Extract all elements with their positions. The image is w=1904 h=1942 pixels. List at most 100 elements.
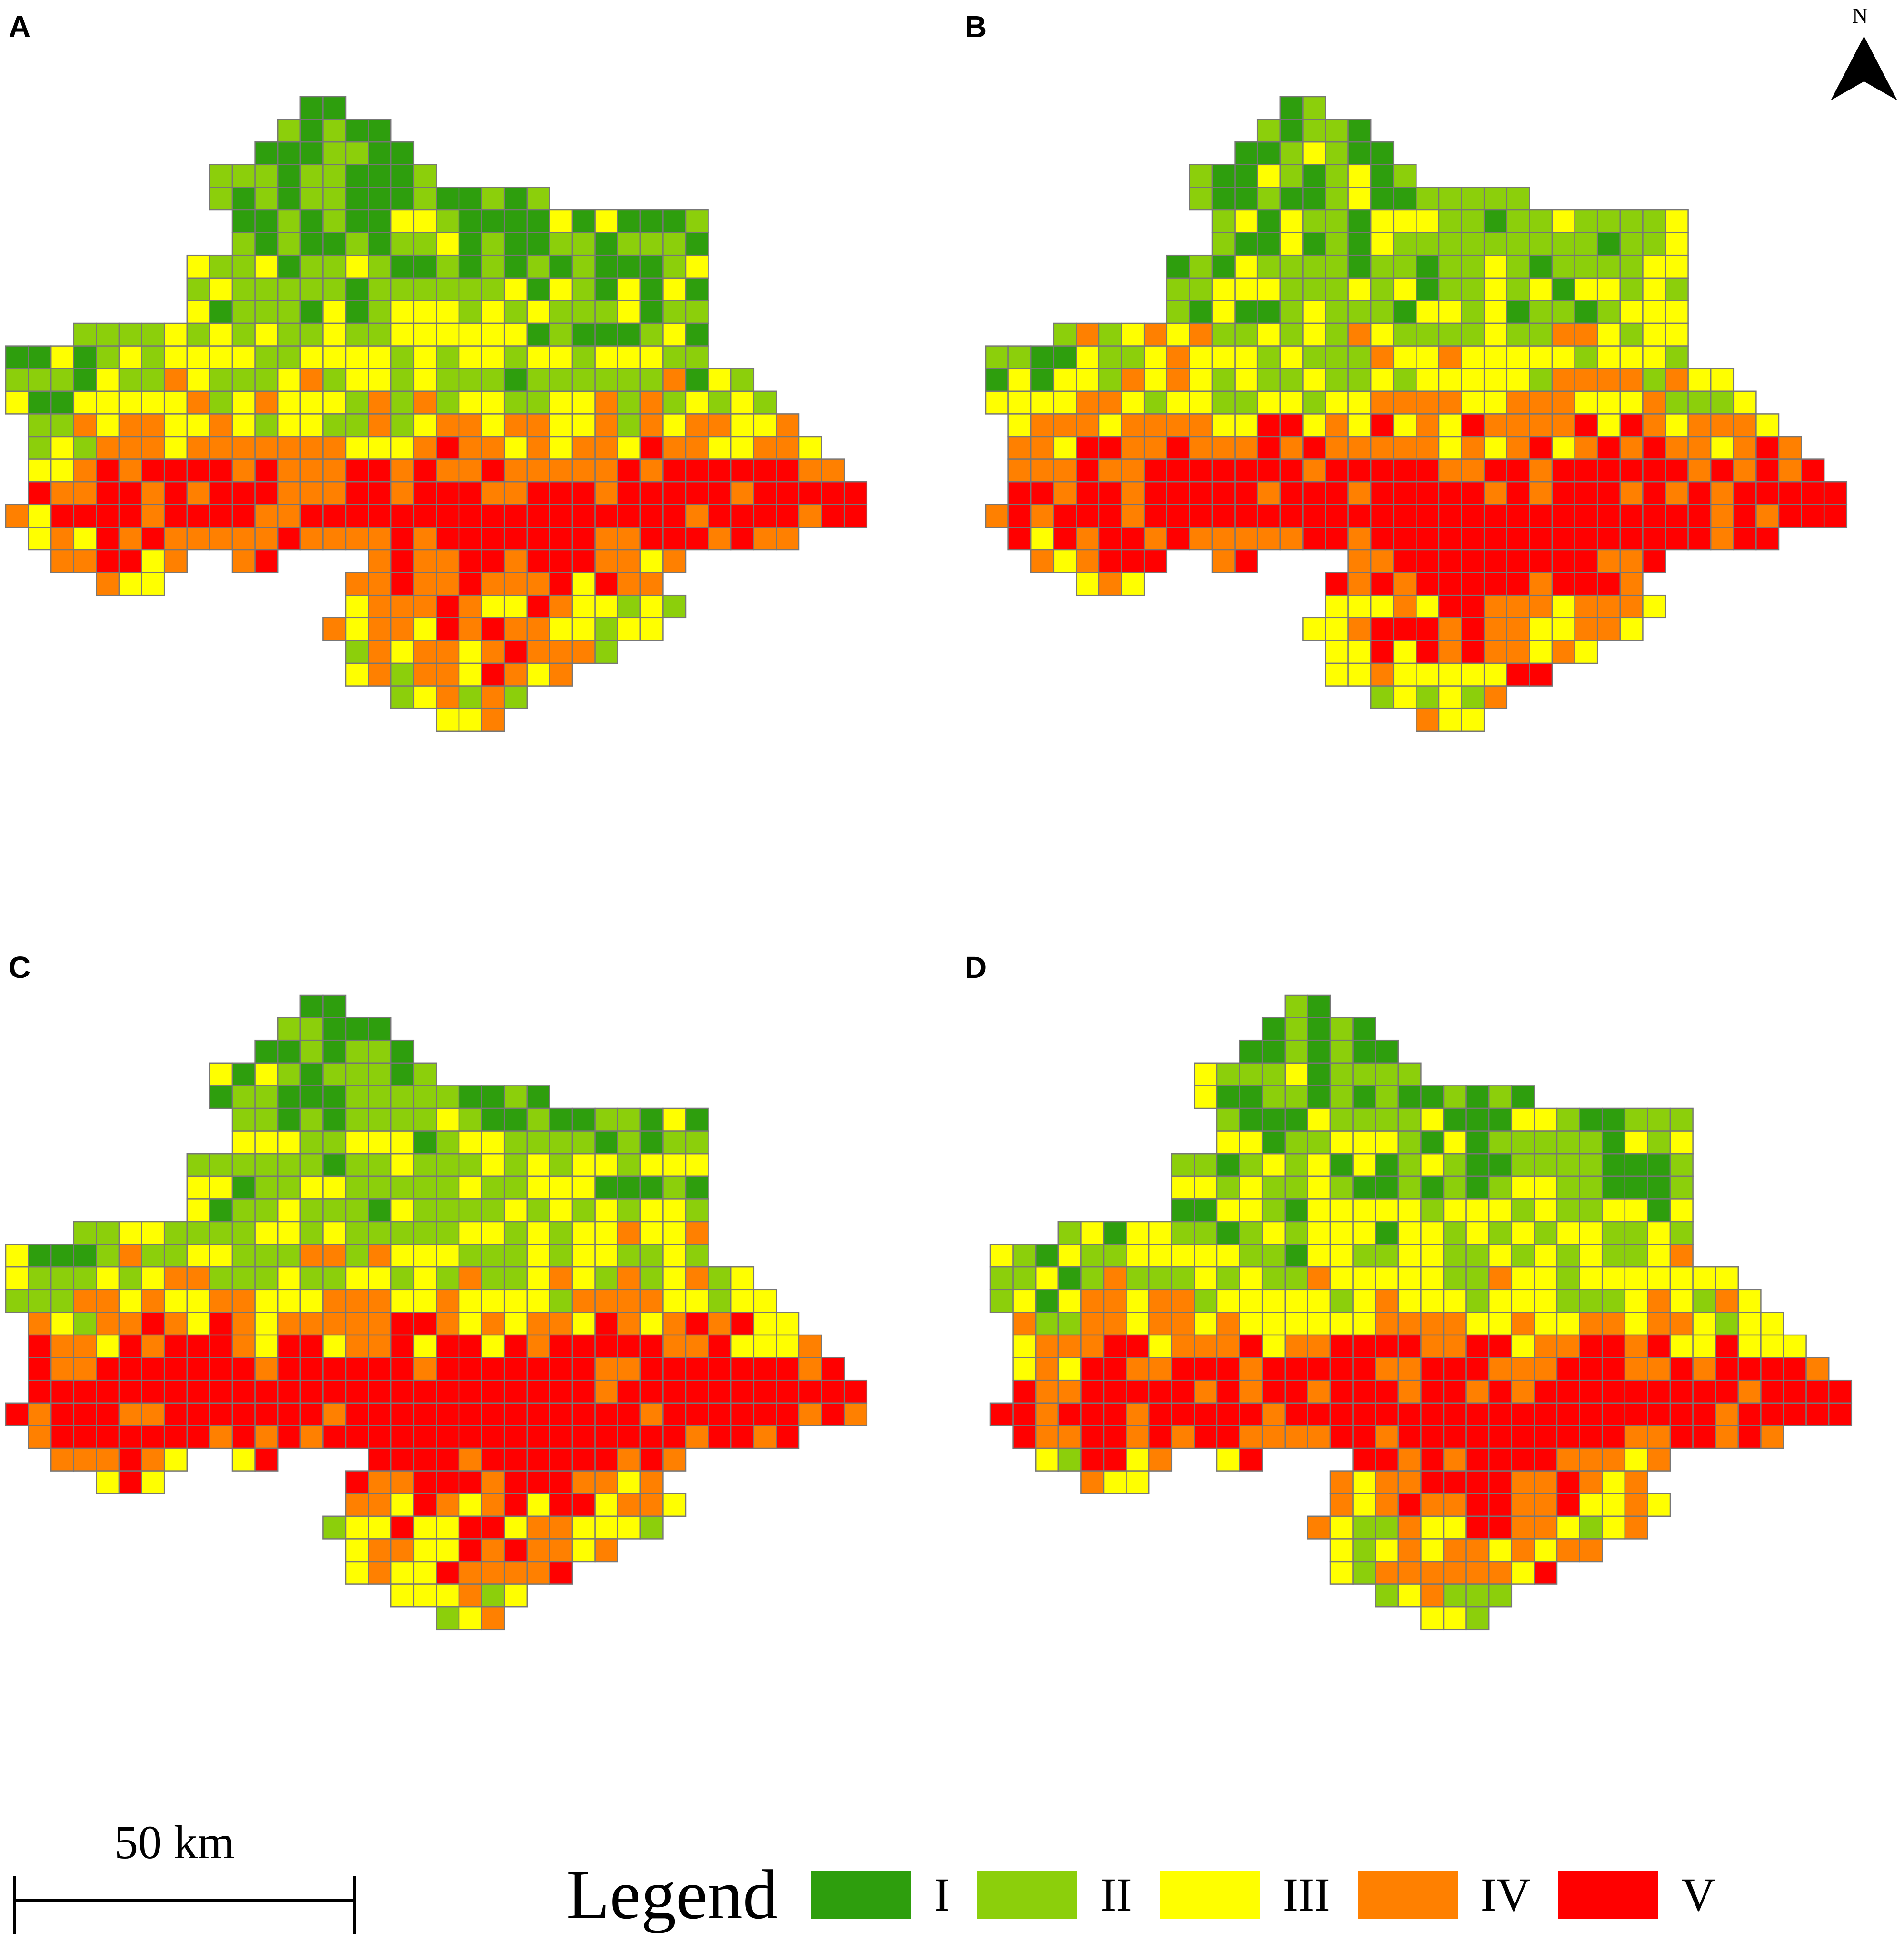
grid-cell <box>50 1266 75 1291</box>
grid-cell <box>639 1470 664 1494</box>
grid-cell <box>1642 368 1666 392</box>
grid-cell <box>5 1402 29 1426</box>
grid-cell <box>231 458 256 483</box>
grid-cell <box>141 1470 165 1494</box>
grid-cell <box>1397 1175 1422 1200</box>
grid-cell <box>753 527 777 551</box>
grid-cell <box>1239 1425 1263 1449</box>
grid-cell <box>1642 413 1666 438</box>
grid-cell <box>1370 232 1395 256</box>
grid-cell <box>1012 1379 1037 1404</box>
grid-cell <box>1624 1357 1648 1381</box>
grid-cell <box>96 368 120 392</box>
grid-cell <box>277 1379 301 1404</box>
grid-cell <box>1529 345 1553 369</box>
grid-cell <box>1574 436 1598 460</box>
grid-cell <box>1080 1244 1105 1268</box>
grid-cell <box>1579 1425 1603 1449</box>
grid-cell <box>1234 254 1258 279</box>
grid-cell <box>753 1379 777 1404</box>
grid-cell <box>209 322 233 347</box>
grid-cell <box>1234 413 1258 438</box>
grid-cell <box>1574 640 1598 664</box>
grid-cell <box>1216 1085 1240 1109</box>
grid-cell <box>50 504 75 528</box>
grid-cell <box>1624 1493 1648 1517</box>
grid-cell <box>1375 1561 1399 1585</box>
grid-cell <box>1194 1175 1218 1200</box>
grid-cell <box>526 436 550 460</box>
grid-cell <box>186 1198 210 1223</box>
grid-cell <box>299 1017 324 1041</box>
grid-cell <box>231 232 256 256</box>
grid-cell <box>118 504 142 528</box>
grid-cell <box>1596 549 1621 573</box>
grid-cell <box>639 1493 664 1517</box>
grid-cell <box>1778 504 1802 528</box>
grid-cell <box>708 390 732 415</box>
grid-cell <box>1511 1402 1535 1426</box>
grid-cell <box>186 504 210 528</box>
grid-cell <box>1307 1266 1331 1291</box>
grid-cell <box>277 1334 301 1358</box>
grid-cell <box>413 1561 437 1585</box>
grid-cell <box>209 187 233 211</box>
grid-cell <box>1148 1289 1173 1313</box>
grid-cell <box>685 1357 709 1381</box>
grid-cell <box>985 345 1009 369</box>
grid-cell <box>96 1402 120 1426</box>
grid-cell <box>345 1425 369 1449</box>
grid-cell <box>708 1289 732 1313</box>
grid-cell <box>730 1402 755 1426</box>
grid-cell <box>1393 390 1417 415</box>
grid-cell <box>1347 322 1372 347</box>
grid-cell <box>1098 413 1122 438</box>
grid-cell <box>1579 1515 1603 1540</box>
grid-cell <box>141 1357 165 1381</box>
grid-cell <box>571 549 596 573</box>
grid-cell <box>1126 1379 1150 1404</box>
grid-cell <box>1211 277 1236 301</box>
grid-cell <box>1483 549 1508 573</box>
grid-cell <box>1534 1175 1558 1200</box>
grid-cell <box>1375 1221 1399 1245</box>
grid-cell <box>1325 662 1349 687</box>
grid-cell <box>1783 1379 1807 1404</box>
grid-cell <box>662 345 687 369</box>
grid-cell <box>436 1175 460 1200</box>
grid-cell <box>1284 1039 1308 1064</box>
grid-cell <box>118 1379 142 1404</box>
grid-cell <box>1007 504 1032 528</box>
grid-cell <box>1579 1334 1603 1358</box>
grid-cell <box>1461 390 1485 415</box>
grid-cell <box>390 254 415 279</box>
grid-cell <box>1556 1402 1580 1426</box>
grid-cell <box>503 1493 528 1517</box>
grid-cell <box>1148 1402 1173 1426</box>
grid-cell <box>526 254 550 279</box>
grid-cell <box>299 1221 324 1245</box>
grid-cell <box>730 1289 755 1313</box>
grid-cell <box>277 164 301 188</box>
grid-cell <box>96 1266 120 1291</box>
grid-cell <box>50 1447 75 1472</box>
grid-cell <box>209 1357 233 1381</box>
grid-cell <box>436 1244 460 1268</box>
grid-cell <box>390 617 415 641</box>
grid-cell <box>1166 300 1190 324</box>
grid-cell <box>1534 1357 1558 1381</box>
grid-cell <box>617 504 641 528</box>
grid-cell <box>436 390 460 415</box>
grid-cell <box>209 436 233 460</box>
grid-cell <box>1416 345 1440 369</box>
grid-cell <box>1760 1425 1784 1449</box>
grid-cell <box>1647 1447 1671 1472</box>
grid-cell <box>1216 1244 1240 1268</box>
grid-cell <box>1329 1425 1354 1449</box>
grid-cell <box>1370 209 1395 233</box>
grid-cell <box>163 322 188 347</box>
grid-cell <box>617 300 641 324</box>
grid-cell <box>571 1357 596 1381</box>
grid-cell <box>1556 1357 1580 1381</box>
grid-cell <box>639 1402 664 1426</box>
